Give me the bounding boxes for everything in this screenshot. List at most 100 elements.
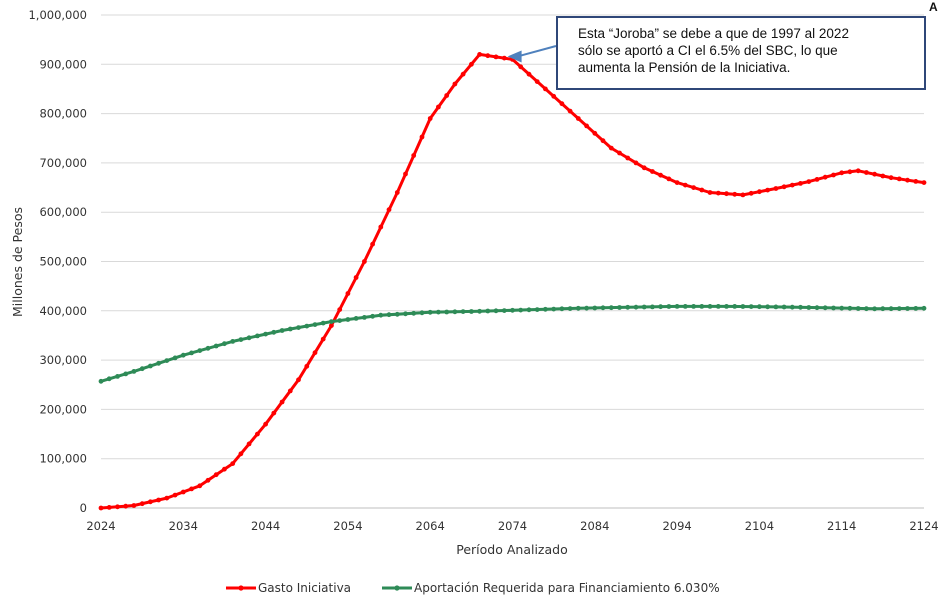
series-marker [469, 61, 474, 67]
series-marker [748, 190, 754, 196]
series-marker [682, 182, 688, 188]
series-marker [213, 343, 219, 349]
series-marker [180, 489, 186, 495]
series-marker [139, 501, 145, 507]
series-marker [650, 169, 655, 174]
y-tick-label: 100,000 [39, 452, 87, 466]
series-marker [798, 181, 803, 186]
series-marker [501, 55, 507, 61]
series-marker [123, 503, 129, 509]
series-marker [740, 304, 746, 309]
series-marker [559, 101, 565, 107]
series-marker [436, 104, 441, 110]
series-marker [855, 306, 861, 311]
series-marker [485, 308, 491, 314]
series-marker [913, 179, 919, 184]
series-marker [386, 312, 392, 318]
series-marker [905, 306, 910, 311]
series-marker [148, 499, 153, 505]
series-marker [172, 492, 178, 498]
series-marker [320, 336, 326, 342]
series-marker [287, 388, 293, 394]
series-marker [789, 304, 795, 310]
series-marker [394, 311, 400, 317]
series-marker [625, 304, 631, 310]
series-marker [452, 81, 458, 87]
series-marker [921, 305, 927, 311]
series-marker [847, 169, 853, 175]
series-marker [238, 451, 244, 457]
series-marker [666, 304, 672, 309]
series-marker [452, 309, 458, 315]
series-marker [230, 339, 236, 344]
series-marker [715, 190, 721, 196]
series-marker [271, 410, 277, 416]
series-marker [98, 378, 104, 384]
series-marker [115, 504, 120, 510]
series-marker [855, 168, 861, 174]
series-marker [197, 483, 203, 489]
series-marker [757, 304, 762, 310]
series-marker [378, 224, 384, 230]
series-marker [625, 155, 631, 161]
annotation-callout: Esta “Joroba” se debe a que de 1997 al 2… [556, 16, 926, 90]
series-marker [304, 363, 310, 369]
y-tick-label: 600,000 [39, 205, 87, 219]
series-marker [526, 71, 532, 77]
callout-arrowhead [507, 50, 522, 63]
callout-line-3: aumenta la Pensión de la Iniciativa. [578, 60, 791, 75]
series-marker [617, 305, 622, 310]
series-marker [394, 190, 400, 195]
series-marker [789, 182, 795, 188]
series-marker [477, 52, 482, 57]
series-marker [839, 170, 845, 176]
series-marker [526, 307, 532, 313]
legend-marker-gasto [238, 585, 244, 591]
series-marker [872, 171, 877, 177]
series-marker [411, 153, 417, 158]
series-marker [691, 185, 696, 191]
series-marker [106, 505, 112, 510]
series-marker [584, 305, 589, 311]
series-marker [905, 177, 910, 183]
series-marker [913, 306, 919, 311]
series-marker [724, 191, 729, 197]
series-marker [427, 116, 433, 121]
series-marker [444, 93, 450, 98]
series-marker [106, 376, 112, 382]
series-marker [131, 503, 137, 508]
series-marker [543, 86, 548, 92]
y-tick-label: 400,000 [39, 304, 87, 318]
series-marker [682, 304, 688, 309]
series-marker [345, 291, 351, 296]
series-marker [320, 320, 326, 326]
series-marker [403, 311, 408, 317]
series-marker [189, 486, 194, 492]
x-tick-label: 2044 [251, 519, 280, 533]
series-marker [872, 306, 877, 312]
series-marker [378, 312, 384, 318]
series-marker [781, 304, 787, 310]
series-marker [814, 177, 820, 182]
callout-line-2: sólo se aportó a CI el 6.5% del SBC, lo … [578, 43, 838, 58]
series-line [100, 52, 925, 510]
series-0 [98, 52, 927, 511]
series-marker [156, 360, 162, 366]
series-marker [584, 123, 589, 129]
series-marker [419, 310, 425, 316]
series-marker [864, 306, 869, 312]
series-marker [197, 348, 203, 353]
series-marker [271, 329, 277, 335]
y-tick-label: 0 [80, 501, 87, 515]
series-marker [296, 325, 301, 330]
series-marker [329, 323, 334, 328]
y-tick-label: 500,000 [39, 255, 87, 269]
legend-marker-aportacion [394, 585, 400, 591]
y-axis-title: Millones de Pesos [10, 207, 25, 317]
x-tick-label: 2034 [169, 519, 198, 533]
series-marker [123, 371, 129, 377]
series-marker [98, 505, 104, 511]
series-marker [633, 160, 639, 166]
series-marker [551, 93, 557, 99]
series-marker [543, 306, 548, 312]
